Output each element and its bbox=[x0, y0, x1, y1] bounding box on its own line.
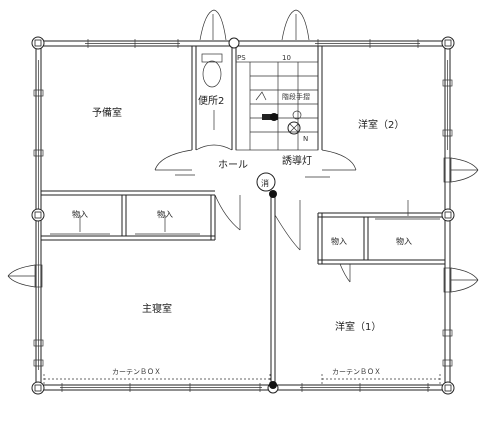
right-windows bbox=[442, 60, 453, 367]
outer-walls bbox=[35, 40, 451, 391]
external-door-right-lower bbox=[443, 267, 479, 293]
external-door-right-upper bbox=[443, 157, 479, 183]
top-door-right bbox=[281, 9, 310, 41]
label-stair-step-number: 10 bbox=[282, 54, 291, 62]
guide-light-icon bbox=[287, 121, 301, 135]
label-hall: ホール bbox=[218, 159, 248, 171]
label-western-room-2: 洋室（2） bbox=[358, 118, 404, 131]
label-storage-4: 物入 bbox=[396, 236, 412, 246]
staircase bbox=[235, 61, 319, 151]
columns bbox=[31, 36, 455, 395]
label-spare-room: 予備室 bbox=[92, 106, 122, 119]
external-door-left bbox=[7, 264, 43, 288]
label-curtain-box-left: カーテンＢＯＸ bbox=[112, 368, 161, 376]
top-windows bbox=[85, 39, 420, 48]
label-pipe-space: PS bbox=[237, 54, 246, 62]
bottom-windows bbox=[60, 383, 430, 392]
label-sensor: N bbox=[303, 135, 308, 143]
label-western-room-1: 洋室（1） bbox=[335, 320, 381, 333]
interior-walls bbox=[41, 46, 445, 385]
label-toilet: 便所2 bbox=[198, 94, 224, 107]
label-curtain-box-right: カーテンＢＯＸ bbox=[332, 368, 381, 376]
label-master-bedroom: 主寝室 bbox=[142, 302, 172, 315]
label-storage-3: 物入 bbox=[331, 236, 347, 246]
storage-sliding-doors bbox=[50, 200, 440, 235]
label-storage-1: 物入 bbox=[72, 209, 88, 219]
label-stair-rail: 階段手摺 bbox=[282, 92, 310, 101]
extinguisher-icon bbox=[256, 172, 276, 192]
curtain-box-lines bbox=[43, 374, 441, 384]
top-door-left bbox=[199, 9, 227, 41]
label-extinguisher: 消 bbox=[261, 178, 269, 188]
label-guide-light: 誘導灯 bbox=[282, 154, 312, 167]
toilet-fixture bbox=[195, 53, 233, 151]
label-storage-2: 物入 bbox=[157, 209, 173, 219]
hall-doors bbox=[154, 149, 357, 283]
